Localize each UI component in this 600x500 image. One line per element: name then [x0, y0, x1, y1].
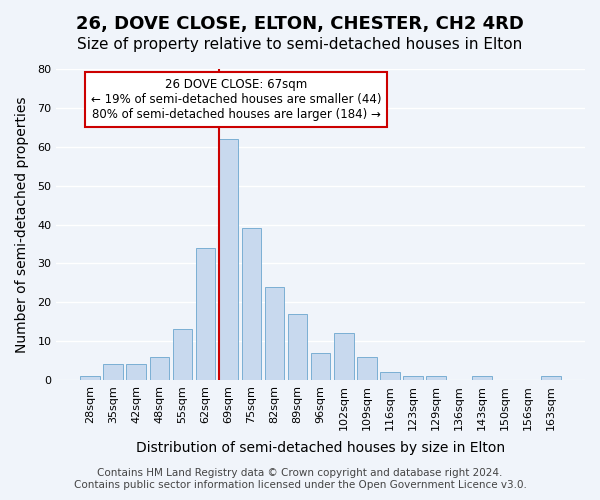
Bar	[426, 376, 446, 380]
Text: Contains HM Land Registry data © Crown copyright and database right 2024.
Contai: Contains HM Land Registry data © Crown c…	[74, 468, 526, 490]
Text: 26, DOVE CLOSE, ELTON, CHESTER, CH2 4RD: 26, DOVE CLOSE, ELTON, CHESTER, CH2 4RD	[76, 15, 524, 33]
Text: 26 DOVE CLOSE: 67sqm
← 19% of semi-detached houses are smaller (44)
80% of semi-: 26 DOVE CLOSE: 67sqm ← 19% of semi-detac…	[91, 78, 382, 122]
Bar	[173, 330, 192, 380]
Bar	[127, 364, 146, 380]
Bar	[472, 376, 492, 380]
Bar	[541, 376, 561, 380]
Bar	[288, 314, 307, 380]
Bar	[80, 376, 100, 380]
Bar	[242, 228, 262, 380]
Bar	[218, 139, 238, 380]
Bar	[196, 248, 215, 380]
Bar	[149, 356, 169, 380]
Bar	[311, 353, 331, 380]
Y-axis label: Number of semi-detached properties: Number of semi-detached properties	[15, 96, 29, 353]
X-axis label: Distribution of semi-detached houses by size in Elton: Distribution of semi-detached houses by …	[136, 441, 505, 455]
Bar	[334, 334, 353, 380]
Text: Size of property relative to semi-detached houses in Elton: Size of property relative to semi-detach…	[77, 38, 523, 52]
Bar	[357, 356, 377, 380]
Bar	[380, 372, 400, 380]
Bar	[403, 376, 422, 380]
Bar	[265, 286, 284, 380]
Bar	[103, 364, 123, 380]
